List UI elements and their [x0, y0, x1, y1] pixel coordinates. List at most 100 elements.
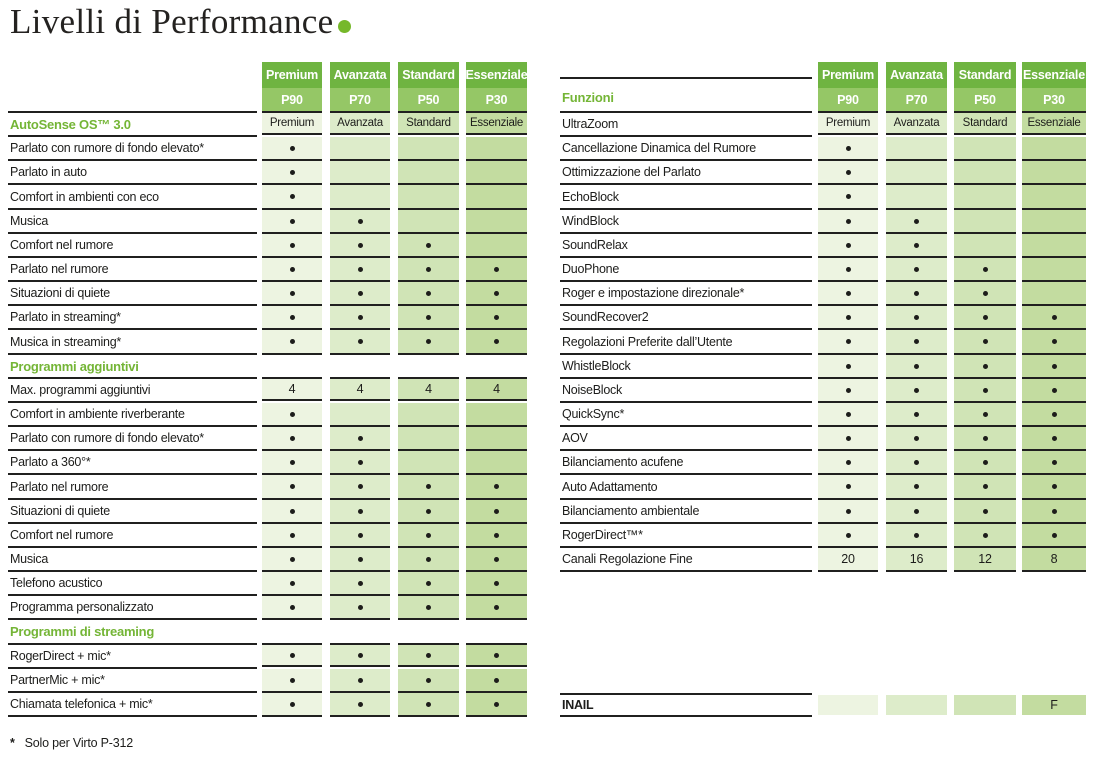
feature-cell — [262, 500, 322, 524]
feature-dot — [982, 532, 988, 538]
feature-cell — [330, 524, 390, 548]
feature-dot — [289, 242, 295, 248]
feature-cell — [886, 258, 947, 282]
feature-dot — [914, 363, 919, 369]
feature-cell — [262, 548, 322, 572]
level-code: P70 — [349, 93, 371, 107]
feature-cell — [1022, 161, 1086, 185]
feature-dot — [914, 508, 919, 514]
feature-cell: 8 — [1022, 548, 1086, 572]
row-label: Parlato in streaming* — [8, 306, 257, 330]
feature-cell — [466, 403, 527, 427]
feature-cell — [262, 258, 322, 282]
feature-cell — [398, 403, 459, 427]
row-label: Comfort nel rumore — [8, 524, 257, 548]
feature-cell — [330, 185, 390, 210]
feature-cell — [330, 161, 390, 185]
feature-cell — [818, 427, 878, 451]
row-label: Musica — [8, 548, 257, 572]
feature-dot — [357, 435, 363, 441]
feature-dot — [1051, 484, 1057, 489]
feature-cell — [886, 306, 947, 330]
footnote-marker: * — [10, 736, 15, 750]
feature-dot — [426, 532, 431, 538]
cell-value: 4 — [288, 382, 296, 396]
row-label: WhistleBlock — [560, 355, 812, 379]
row-label: Programma personalizzato — [8, 596, 257, 620]
level-code-p30: P30 — [1022, 88, 1086, 112]
feature-cell — [954, 185, 1016, 210]
feature-dot — [426, 266, 431, 272]
row-label: Max. programmi aggiuntivi — [8, 379, 257, 403]
feature-dot — [426, 290, 431, 296]
feature-cell — [262, 427, 322, 451]
feature-cell — [262, 210, 322, 234]
feature-dot — [426, 508, 431, 514]
feature-cell — [1022, 137, 1086, 161]
feature-cell — [466, 330, 527, 355]
feature-cell — [262, 643, 322, 667]
feature-cell — [466, 282, 527, 306]
feature-cell — [398, 161, 459, 185]
row-label: Parlato nel rumore — [8, 475, 257, 500]
inail-cell — [954, 695, 1016, 715]
feature-cell — [954, 330, 1016, 355]
feature-cell: Essenziale — [1022, 111, 1086, 135]
feature-cell — [954, 379, 1016, 403]
feature-cell — [262, 306, 322, 330]
feature-cell — [1022, 185, 1086, 210]
feature-cell — [398, 572, 459, 596]
feature-cell — [818, 355, 878, 379]
feature-dot — [357, 459, 363, 465]
feature-dot — [494, 556, 499, 562]
feature-cell — [886, 234, 947, 258]
feature-cell — [262, 572, 322, 596]
level-code-p50: P50 — [954, 88, 1016, 112]
feature-cell: 16 — [886, 548, 947, 572]
feature-dot — [494, 677, 499, 683]
feature-dot — [494, 652, 499, 658]
feature-dot — [914, 387, 919, 393]
feature-cell — [330, 282, 390, 306]
feature-cell — [330, 210, 390, 234]
feature-cell: 4 — [398, 377, 459, 401]
feature-cell — [466, 693, 527, 717]
feature-cell — [466, 669, 527, 693]
feature-dot — [426, 604, 431, 610]
cell-value: Avanzata — [337, 117, 383, 129]
inail-cell — [886, 695, 947, 715]
feature-dot — [289, 508, 295, 514]
row-label: QuickSync* — [560, 403, 812, 427]
feature-cell — [330, 330, 390, 355]
row-label: Roger e impostazione direzionale* — [560, 282, 812, 306]
cell-value: 4 — [493, 382, 500, 396]
cell-value: Standard — [406, 117, 451, 129]
feature-dot — [1051, 314, 1057, 320]
feature-cell: Essenziale — [466, 111, 527, 135]
feature-dot — [494, 604, 499, 610]
inail-cell-value: F — [1050, 698, 1058, 712]
feature-cell — [954, 234, 1016, 258]
feature-dot — [1051, 435, 1057, 441]
feature-cell — [398, 185, 459, 210]
feature-dot — [426, 556, 431, 562]
cell-value: 4 — [356, 382, 364, 396]
feature-dot — [914, 266, 919, 272]
feature-cell — [330, 258, 390, 282]
level-code: P30 — [1043, 93, 1065, 107]
feature-cell — [1022, 234, 1086, 258]
level-header-p30: Essenziale — [466, 62, 528, 88]
feature-dot — [494, 532, 499, 538]
feature-cell — [818, 475, 878, 500]
level-code-p70: P70 — [886, 88, 947, 112]
inail-cell: F — [1022, 695, 1086, 715]
row-label: Comfort nel rumore — [8, 234, 257, 258]
table-top-line — [560, 111, 812, 113]
feature-dot — [426, 484, 431, 489]
table-top-line — [8, 111, 257, 113]
inail-row-label: INAIL — [560, 693, 812, 717]
level-header-p30: Essenziale — [1022, 62, 1086, 88]
feature-dot — [289, 218, 295, 224]
feature-cell — [466, 524, 527, 548]
row-label: NoiseBlock — [560, 379, 812, 403]
